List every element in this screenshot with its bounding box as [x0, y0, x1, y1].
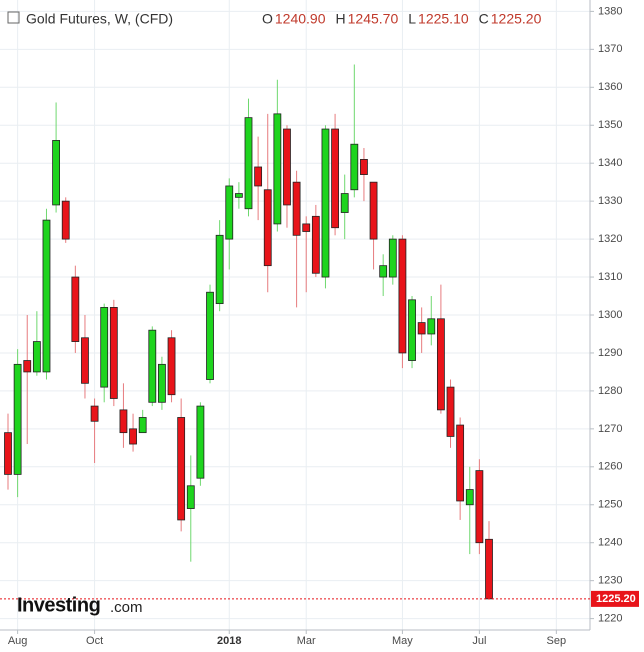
candle-body — [263, 189, 272, 267]
y-tick-label: 1230 — [598, 575, 622, 587]
ohlc-value: 1225.20 — [491, 11, 542, 27]
candle-body — [23, 360, 32, 373]
logo: Investing — [17, 594, 100, 616]
y-tick-label: 1370 — [598, 43, 622, 55]
x-tick-label: Mar — [297, 635, 316, 647]
ohlc-name: L — [408, 11, 416, 27]
candle-body — [4, 432, 12, 475]
candle-body — [52, 140, 60, 206]
candle-body — [71, 276, 80, 342]
candle-body — [446, 386, 455, 437]
last-price-label: 1225.20 — [596, 593, 636, 605]
candle-body — [119, 409, 128, 434]
y-tick-label: 1320 — [598, 233, 622, 245]
y-tick-label: 1360 — [598, 81, 622, 93]
candle-body — [465, 489, 474, 506]
candle-body — [61, 200, 70, 240]
candle-body — [129, 428, 137, 445]
candle-body — [398, 238, 407, 354]
y-tick-label: 1330 — [598, 195, 622, 207]
ohlc-name: H — [336, 11, 346, 27]
x-tick-label: Aug — [8, 635, 28, 647]
candle-body — [158, 363, 166, 403]
x-tick-label: 2018 — [217, 635, 241, 647]
candle-body — [186, 485, 195, 509]
candle-body — [379, 265, 388, 278]
candle-body — [475, 470, 484, 544]
candle-body — [485, 538, 493, 600]
candle-body — [456, 424, 465, 502]
candle-body — [234, 193, 243, 198]
logo-suffix: .com — [110, 599, 143, 616]
axes: 1220 1230 1240 1250 1260 1270 1280 1290 1300 1310… — [0, 5, 639, 647]
candle-body — [42, 219, 51, 373]
y-tick-label: 1300 — [598, 309, 622, 321]
candle-body — [13, 363, 22, 475]
candle-body — [311, 215, 320, 274]
candle-body — [321, 128, 330, 278]
y-tick-label: 1280 — [598, 385, 622, 397]
last-price-tag — [591, 590, 639, 607]
candles — [4, 64, 493, 600]
x-tick-label: Jul — [472, 635, 486, 647]
candle-body — [90, 405, 99, 422]
candle-body — [225, 185, 234, 240]
candle-body — [177, 417, 186, 521]
candle-body — [340, 193, 349, 213]
chart-title: Gold Futures, W, (CFD) — [26, 11, 173, 27]
candle-body — [167, 337, 176, 396]
candle-body — [32, 341, 41, 373]
symbol-icon — [7, 11, 20, 24]
candle-body — [254, 166, 263, 187]
candle-body — [388, 238, 397, 278]
candle-body — [109, 307, 118, 399]
candle-body — [331, 128, 339, 229]
candle-body — [408, 299, 416, 361]
candle-body — [81, 337, 89, 384]
ohlc-name: C — [479, 11, 489, 27]
candle-body — [360, 158, 368, 175]
ohlc-value: 1245.70 — [348, 11, 399, 27]
y-tick-label: 1240 — [598, 537, 622, 549]
candle-body — [273, 113, 282, 225]
y-tick-label: 1220 — [598, 613, 622, 625]
candle-body — [369, 181, 378, 240]
candle-body — [436, 318, 445, 411]
ohlc-value: 1240.90 — [275, 11, 326, 27]
y-tick-label: 1250 — [598, 499, 622, 511]
candle-body — [417, 322, 426, 335]
y-tick-label: 1350 — [598, 119, 622, 131]
ohlc-value: 1225.10 — [418, 11, 469, 27]
candle-body — [138, 417, 147, 434]
candle-body — [206, 291, 214, 380]
candle-body — [350, 143, 359, 191]
candle-body — [427, 318, 436, 335]
y-tick-label: 1270 — [598, 423, 622, 435]
x-tick-label: May — [392, 635, 413, 647]
candle-body — [100, 307, 109, 388]
x-tick-label: Oct — [86, 635, 103, 647]
candle-body — [292, 181, 301, 236]
y-tick-label: 1260 — [598, 461, 622, 473]
ohlc-legend: O 1240.90 H 1245.70 L 1225.10 C 1225.20 — [262, 11, 542, 27]
candle-body — [244, 117, 253, 210]
x-tick-label: Sep — [547, 635, 567, 647]
y-tick-label: 1380 — [598, 5, 622, 17]
y-tick-label: 1310 — [598, 271, 622, 283]
candle-body — [196, 405, 205, 479]
ohlc-name: O — [262, 11, 273, 27]
y-tick-label: 1340 — [598, 157, 622, 169]
candle-body — [148, 329, 157, 403]
candle-body — [215, 234, 224, 305]
candle-body — [283, 128, 291, 206]
candle-body — [302, 223, 311, 232]
y-tick-label: 1290 — [598, 347, 622, 359]
